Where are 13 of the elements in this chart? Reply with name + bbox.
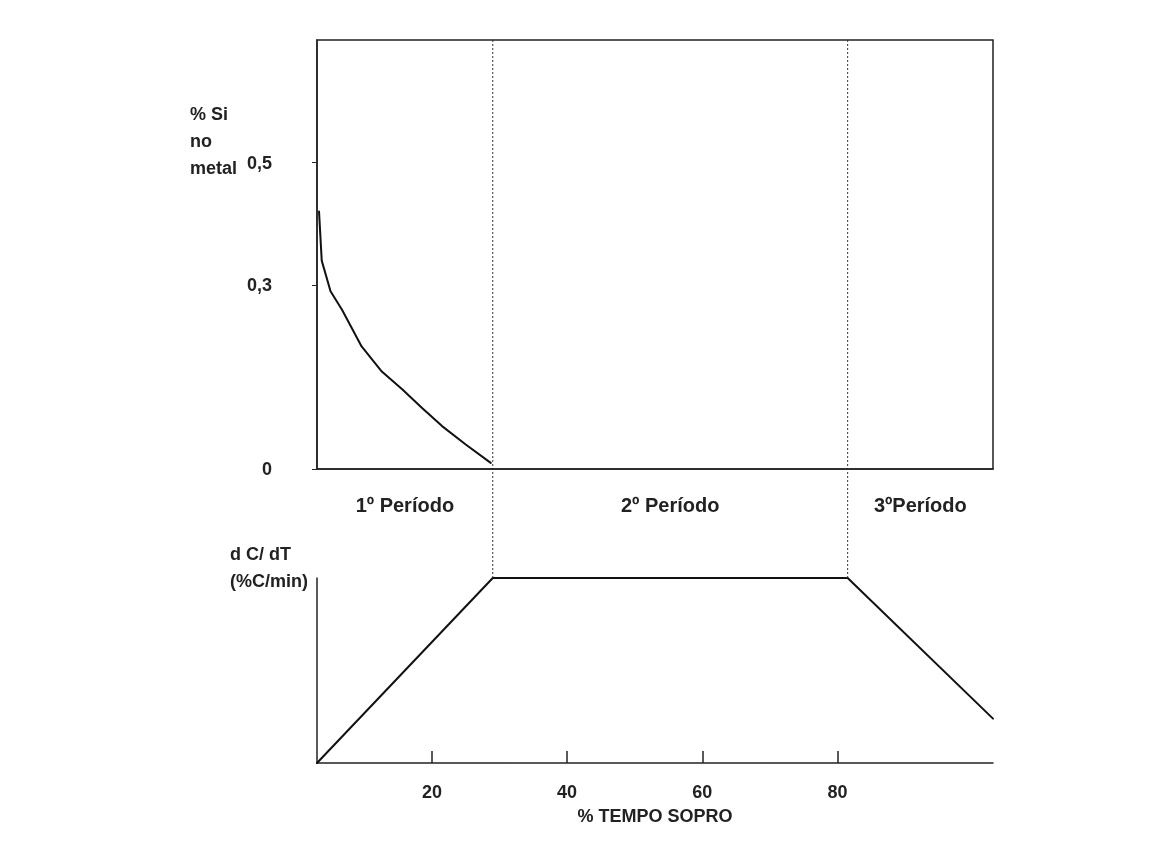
- text: 3ºPeríodo: [873, 494, 967, 516]
- x-tick-label: 40: [557, 782, 578, 802]
- y-tick-label: 0,5: [246, 152, 272, 173]
- x-tick-label: 20: [421, 782, 442, 802]
- text: 1º Período: [355, 494, 455, 516]
- x-tick-label: 60: [692, 782, 713, 802]
- y-tick-label: 0,3: [246, 275, 272, 296]
- x-axis-title: % TEMPO SOPRO: [577, 806, 733, 826]
- y-axis-title: d C/ dT (%C/min): [230, 543, 308, 591]
- y-tick-label: 0: [261, 459, 272, 479]
- text: 2º Período: [620, 494, 720, 516]
- x-tick-label: 80: [827, 782, 848, 802]
- y-axis-title: % Si no metal: [190, 103, 238, 178]
